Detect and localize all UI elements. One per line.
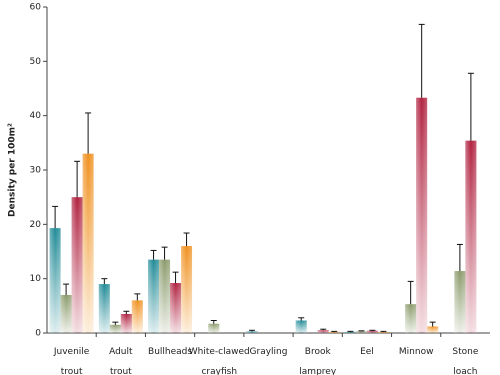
y-tick-label: 50: [30, 57, 42, 67]
bar-shine: [98, 284, 110, 333]
bar-shine: [377, 331, 389, 333]
bar-shine: [295, 320, 307, 333]
x-tick-label: Bullheads: [148, 347, 192, 357]
x-tick-label: Stone loach: [452, 347, 478, 375]
y-axis-label: Density per 100m²: [8, 123, 18, 217]
x-tick-label: White-clawed crayfish: [189, 347, 250, 375]
bar-shine: [355, 331, 367, 333]
bar-shine: [109, 324, 121, 333]
bar-shine: [427, 326, 439, 333]
x-tick-label: Grayling: [250, 347, 288, 357]
bar-shine: [208, 323, 220, 333]
x-tick-label: Adult trout: [109, 347, 133, 375]
bar-shine: [49, 228, 61, 333]
bar-shine: [82, 153, 94, 333]
y-tick-label: 30: [30, 166, 42, 176]
bar-shine: [170, 283, 182, 333]
bar-shine: [366, 330, 378, 333]
bar-shine: [246, 331, 258, 333]
y-tick-label: 40: [30, 111, 42, 121]
y-tick-label: 60: [30, 3, 42, 13]
bar-shine: [131, 300, 143, 333]
bar-shine: [317, 330, 329, 333]
bar-shine: [465, 140, 477, 333]
y-tick-label: 0: [35, 329, 41, 339]
bar-shine: [454, 271, 466, 333]
x-tick-label: Juvenile trout: [53, 347, 90, 375]
bar-shine: [148, 259, 160, 333]
bar-shine: [159, 259, 171, 333]
bar-shine: [60, 294, 72, 333]
bar-shine: [405, 304, 417, 333]
x-tick-label: Brook lamprey: [299, 347, 337, 375]
bar-shine: [328, 331, 340, 333]
bar-shine: [344, 331, 356, 333]
bar-shine: [120, 313, 132, 333]
bar-shine: [71, 197, 83, 333]
bar-shine: [416, 97, 428, 333]
y-tick-label: 10: [30, 274, 42, 284]
y-tick-label: 20: [30, 220, 42, 230]
x-tick-label: Minnow: [399, 347, 434, 357]
x-tick-label: Eel: [360, 347, 374, 357]
bar-shine: [181, 246, 193, 333]
